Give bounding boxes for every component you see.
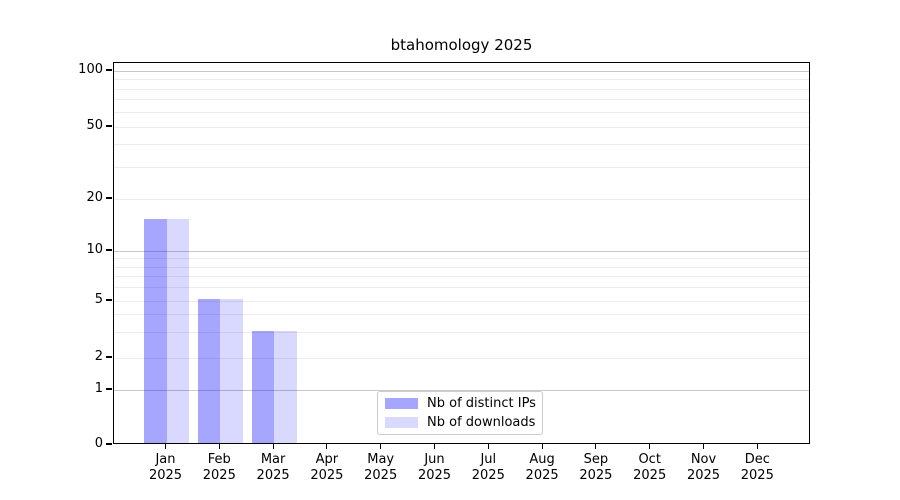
x-tick bbox=[164, 444, 167, 449]
y-tick bbox=[106, 443, 112, 445]
x-tick bbox=[649, 444, 651, 449]
x-tick bbox=[756, 444, 758, 449]
y-tick bbox=[106, 388, 112, 390]
bar-downloads-mar bbox=[274, 330, 297, 443]
gridline-minor bbox=[114, 99, 809, 101]
plot-area bbox=[113, 62, 810, 444]
legend-swatch-downloads bbox=[385, 417, 418, 428]
bar-distinct-ips-jan bbox=[144, 218, 167, 443]
bar-downloads-jan bbox=[166, 218, 189, 443]
gridline-minor bbox=[114, 266, 809, 268]
x-tick bbox=[380, 444, 382, 449]
legend-swatch-distinct-ips bbox=[385, 398, 418, 409]
y-tick bbox=[106, 125, 112, 127]
x-tick-label: Sep 2025 bbox=[579, 452, 613, 483]
x-tick-label: Jan 2025 bbox=[148, 452, 183, 483]
x-tick bbox=[272, 444, 274, 449]
legend-entry-distinct-ips: Nb of distinct IPs bbox=[385, 395, 536, 412]
x-tick-label: May 2025 bbox=[364, 452, 398, 483]
x-tick bbox=[433, 444, 436, 449]
legend-entry-downloads: Nb of downloads bbox=[385, 415, 535, 431]
x-tick-label: Jun 2025 bbox=[417, 452, 452, 483]
gridline-minor bbox=[114, 111, 809, 113]
x-tick bbox=[218, 444, 220, 449]
x-tick bbox=[541, 444, 543, 449]
x-tick-label: Nov 2025 bbox=[686, 452, 721, 483]
y-tick-label: 20 bbox=[86, 190, 103, 205]
y-tick-label: 0 bbox=[94, 436, 103, 451]
x-tick-label: Aug 2025 bbox=[525, 452, 559, 483]
x-tick-label: Mar 2025 bbox=[256, 452, 290, 483]
y-tick bbox=[106, 249, 112, 251]
gridline-minor bbox=[114, 287, 809, 289]
y-tick-label: 10 bbox=[86, 242, 103, 257]
gridline-minor bbox=[114, 357, 809, 359]
x-tick-label: Apr 2025 bbox=[310, 452, 344, 483]
x-tick-label: Oct 2025 bbox=[633, 452, 667, 483]
x-tick-label: Feb 2025 bbox=[202, 452, 236, 483]
y-tick-label: 1 bbox=[94, 381, 103, 396]
legend: Nb of distinct IPs Nb of downloads bbox=[377, 391, 543, 435]
gridline-minor bbox=[114, 126, 809, 128]
bar-distinct-ips-feb bbox=[197, 299, 221, 443]
x-tick bbox=[487, 444, 489, 449]
y-tick bbox=[106, 197, 112, 199]
bar-downloads-feb bbox=[220, 299, 243, 443]
gridline-minor bbox=[114, 166, 809, 168]
gridline-minor bbox=[114, 258, 809, 260]
y-tick-label: 5 bbox=[94, 292, 103, 307]
y-tick bbox=[106, 69, 112, 71]
bar-distinct-ips-mar bbox=[251, 330, 275, 443]
gridline-minor bbox=[114, 79, 809, 80]
gridline-minor bbox=[114, 314, 809, 316]
y-tick-label: 2 bbox=[94, 349, 103, 364]
x-tick-label: Jul 2025 bbox=[471, 452, 505, 483]
x-tick-label: Dec 2025 bbox=[740, 452, 774, 483]
gridline-minor bbox=[114, 300, 809, 302]
x-tick bbox=[702, 444, 705, 449]
y-tick bbox=[106, 356, 112, 358]
x-tick bbox=[326, 444, 328, 449]
legend-label-downloads: Nb of downloads bbox=[427, 414, 536, 430]
gridline-major bbox=[114, 70, 809, 72]
gridline-major bbox=[114, 250, 809, 252]
gridline-minor bbox=[114, 88, 809, 90]
y-tick-label: 100 bbox=[78, 62, 103, 77]
x-tick bbox=[595, 444, 597, 449]
y-tick-label: 50 bbox=[86, 118, 103, 133]
gridline-major bbox=[114, 389, 809, 391]
gridline-minor bbox=[114, 276, 809, 278]
legend-label-distinct-ips: Nb of distinct IPs bbox=[427, 395, 536, 411]
chart-title: btahomology 2025 bbox=[390, 36, 533, 54]
y-tick bbox=[106, 299, 112, 301]
gridline-minor bbox=[114, 144, 809, 146]
gridline-minor bbox=[114, 332, 809, 334]
gridline-minor bbox=[114, 198, 809, 200]
